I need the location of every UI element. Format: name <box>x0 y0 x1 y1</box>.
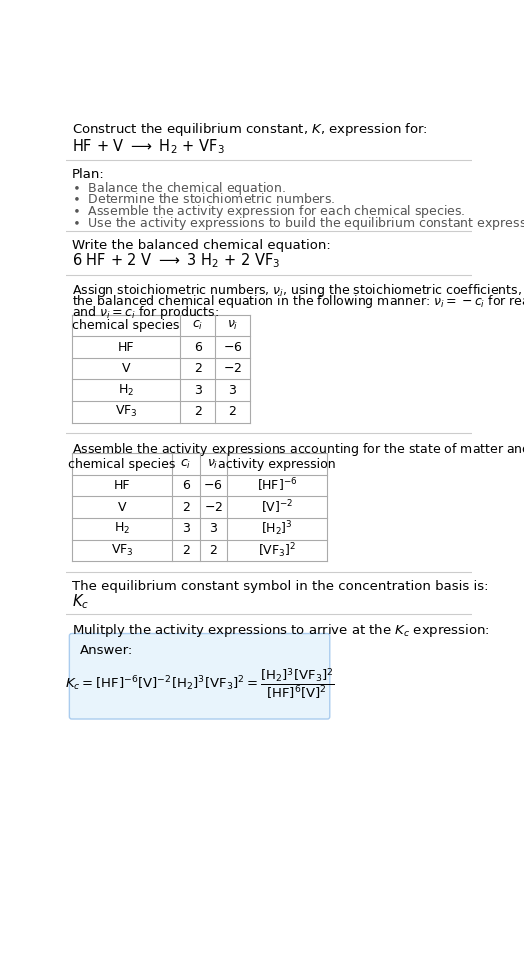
Text: Write the balanced chemical equation:: Write the balanced chemical equation: <box>72 238 331 252</box>
Text: V: V <box>122 362 130 375</box>
Text: [V]$^{-2}$: [V]$^{-2}$ <box>261 499 293 516</box>
Text: VF$_3$: VF$_3$ <box>115 405 137 419</box>
Text: 3: 3 <box>228 383 236 397</box>
Text: $\nu_i$: $\nu_i$ <box>208 457 219 471</box>
Text: HF + V $\longrightarrow$ H$_2$ + VF$_3$: HF + V $\longrightarrow$ H$_2$ + VF$_3$ <box>72 136 224 156</box>
Text: Construct the equilibrium constant, $K$, expression for:: Construct the equilibrium constant, $K$,… <box>72 121 428 138</box>
Text: H$_2$: H$_2$ <box>118 382 134 398</box>
Text: activity expression: activity expression <box>219 457 336 471</box>
Text: 6: 6 <box>182 480 190 492</box>
Text: chemical species: chemical species <box>69 457 176 471</box>
Text: [HF]$^{-6}$: [HF]$^{-6}$ <box>257 477 297 495</box>
Text: $K_c = [\mathrm{HF}]^{-6} [\mathrm{V}]^{-2} [\mathrm{H_2}]^{3} [\mathrm{VF_3}]^{: $K_c = [\mathrm{HF}]^{-6} [\mathrm{V}]^{… <box>64 666 334 702</box>
Text: 3: 3 <box>209 523 217 535</box>
Text: H$_2$: H$_2$ <box>114 521 130 536</box>
Text: $\bullet$  Balance the chemical equation.: $\bullet$ Balance the chemical equation. <box>72 180 286 197</box>
Text: and $\nu_i = c_i$ for products:: and $\nu_i = c_i$ for products: <box>72 304 219 321</box>
Text: HF: HF <box>118 340 134 354</box>
Text: Assign stoichiometric numbers, $\nu_i$, using the stoichiometric coefficients, $: Assign stoichiometric numbers, $\nu_i$, … <box>72 283 524 300</box>
Text: chemical species: chemical species <box>72 319 180 333</box>
Text: [VF$_3$]$^2$: [VF$_3$]$^2$ <box>258 541 296 559</box>
Text: [H$_2$]$^3$: [H$_2$]$^3$ <box>261 520 293 538</box>
Text: 2: 2 <box>182 544 190 556</box>
Text: $c_i$: $c_i$ <box>180 457 192 471</box>
Text: 2: 2 <box>228 406 236 418</box>
Text: $\nu_i$: $\nu_i$ <box>227 319 238 333</box>
Text: V: V <box>118 501 126 514</box>
Text: Mulitply the activity expressions to arrive at the $K_c$ expression:: Mulitply the activity expressions to arr… <box>72 622 489 639</box>
Text: $-2$: $-2$ <box>223 362 242 375</box>
Text: 2: 2 <box>182 501 190 514</box>
Text: The equilibrium constant symbol in the concentration basis is:: The equilibrium constant symbol in the c… <box>72 579 488 593</box>
Text: 2: 2 <box>194 362 202 375</box>
Text: 6: 6 <box>194 340 202 354</box>
Text: $\bullet$  Determine the stoichiometric numbers.: $\bullet$ Determine the stoichiometric n… <box>72 191 335 206</box>
Text: $-6$: $-6$ <box>223 340 242 354</box>
Text: $-6$: $-6$ <box>203 480 223 492</box>
Text: the balanced chemical equation in the following manner: $\nu_i = -c_i$ for react: the balanced chemical equation in the fo… <box>72 293 524 310</box>
Text: 6 HF + 2 V $\longrightarrow$ 3 H$_2$ + 2 VF$_3$: 6 HF + 2 V $\longrightarrow$ 3 H$_2$ + 2… <box>72 252 280 270</box>
FancyBboxPatch shape <box>69 633 330 719</box>
Text: 2: 2 <box>209 544 217 556</box>
Text: Assemble the activity expressions accounting for the state of matter and $\nu_i$: Assemble the activity expressions accoun… <box>72 441 524 458</box>
Text: $K_c$: $K_c$ <box>72 593 89 611</box>
Text: VF$_3$: VF$_3$ <box>111 543 134 558</box>
Text: Plan:: Plan: <box>72 167 104 181</box>
Text: Answer:: Answer: <box>80 644 133 656</box>
Text: $\bullet$  Assemble the activity expression for each chemical species.: $\bullet$ Assemble the activity expressi… <box>72 203 465 220</box>
Text: $\bullet$  Use the activity expressions to build the equilibrium constant expres: $\bullet$ Use the activity expressions t… <box>72 214 524 232</box>
Text: $c_i$: $c_i$ <box>192 319 203 333</box>
Text: 2: 2 <box>194 406 202 418</box>
Text: HF: HF <box>114 480 130 492</box>
Text: 3: 3 <box>182 523 190 535</box>
Text: $-2$: $-2$ <box>204 501 223 514</box>
Text: 3: 3 <box>194 383 202 397</box>
